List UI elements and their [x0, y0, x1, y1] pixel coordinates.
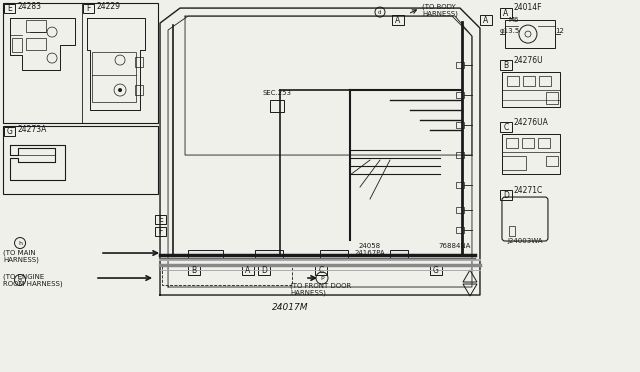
Text: B: B	[504, 61, 509, 70]
Text: 24167PA: 24167PA	[355, 250, 385, 256]
Bar	[505, 20, 555, 48]
Bar	[390, 250, 408, 260]
Circle shape	[118, 88, 122, 92]
Bar	[456, 62, 464, 68]
Text: 24271C: 24271C	[514, 186, 543, 195]
Text: J24003WA: J24003WA	[508, 238, 543, 244]
Bar	[502, 134, 560, 174]
Bar	[456, 207, 464, 213]
Text: 24058: 24058	[359, 243, 381, 249]
Text: 24283: 24283	[17, 2, 41, 11]
Text: SEC.253: SEC.253	[262, 90, 291, 96]
Text: A: A	[396, 16, 401, 25]
Bar	[188, 250, 223, 260]
Text: C: C	[318, 266, 324, 275]
Bar	[135, 85, 143, 95]
Bar	[456, 122, 464, 128]
Bar	[546, 156, 558, 166]
Bar	[4, 127, 15, 136]
Bar	[392, 15, 404, 25]
Bar	[3, 3, 158, 123]
Text: φ13.5: φ13.5	[500, 28, 520, 34]
Text: B: B	[191, 266, 196, 275]
Bar	[538, 138, 550, 148]
Text: D: D	[261, 266, 267, 275]
Bar	[500, 60, 512, 70]
Bar	[506, 138, 518, 148]
Text: F: F	[86, 4, 91, 13]
Text: F: F	[158, 227, 163, 236]
Bar	[258, 265, 270, 275]
Text: (TO BODY
HARNESS): (TO BODY HARNESS)	[422, 3, 458, 17]
Text: 24276UA: 24276UA	[514, 118, 549, 127]
Bar	[92, 52, 136, 102]
Bar	[502, 156, 526, 170]
Text: D: D	[503, 190, 509, 199]
Bar	[26, 38, 46, 50]
Text: 24014F: 24014F	[514, 3, 543, 12]
Bar	[480, 15, 492, 25]
Bar	[26, 20, 46, 32]
Bar	[83, 4, 94, 13]
Bar	[188, 265, 200, 275]
Text: 24276U: 24276U	[514, 56, 543, 65]
Bar	[500, 122, 512, 132]
Bar	[456, 92, 464, 98]
Bar	[500, 190, 512, 200]
Bar	[162, 265, 292, 285]
Bar	[155, 215, 166, 224]
Text: d: d	[18, 278, 22, 282]
Text: A: A	[503, 9, 509, 17]
Bar	[500, 8, 512, 18]
Text: C: C	[503, 122, 509, 132]
Bar	[522, 138, 534, 148]
Text: P: P	[320, 276, 324, 280]
Bar	[12, 38, 22, 52]
Bar	[4, 4, 15, 13]
Bar	[509, 226, 515, 236]
Bar	[456, 227, 464, 233]
Text: G: G	[433, 266, 439, 275]
Bar	[507, 76, 519, 86]
Text: 24229: 24229	[96, 2, 120, 11]
Bar	[135, 57, 143, 67]
Text: 24273A: 24273A	[17, 125, 47, 134]
Bar	[546, 92, 558, 104]
Bar	[242, 265, 254, 275]
Bar	[320, 250, 348, 260]
Text: M6: M6	[508, 17, 518, 23]
Bar	[523, 76, 535, 86]
Text: d: d	[378, 10, 381, 15]
Text: E: E	[7, 4, 12, 13]
Text: h: h	[18, 241, 22, 246]
Bar	[155, 227, 166, 236]
Bar	[456, 182, 464, 188]
Bar	[270, 100, 284, 112]
Text: G: G	[6, 127, 13, 136]
Bar	[456, 152, 464, 158]
Text: A: A	[245, 266, 251, 275]
Bar	[255, 250, 283, 260]
Text: 12: 12	[555, 28, 564, 34]
Bar	[3, 126, 158, 194]
Text: E: E	[158, 215, 163, 224]
Text: 24017M: 24017M	[272, 303, 308, 312]
Bar	[315, 265, 327, 275]
Text: (TO MAIN
HARNESS): (TO MAIN HARNESS)	[3, 249, 39, 263]
Bar	[430, 265, 442, 275]
Text: (TO FRONT DOOR
HARNESS): (TO FRONT DOOR HARNESS)	[290, 282, 351, 296]
Text: (TO ENGINE
ROOM HARNESS): (TO ENGINE ROOM HARNESS)	[3, 273, 63, 287]
Text: 76884NA: 76884NA	[438, 243, 470, 249]
Text: A: A	[483, 16, 488, 25]
Bar	[539, 76, 551, 86]
Bar	[502, 72, 560, 107]
